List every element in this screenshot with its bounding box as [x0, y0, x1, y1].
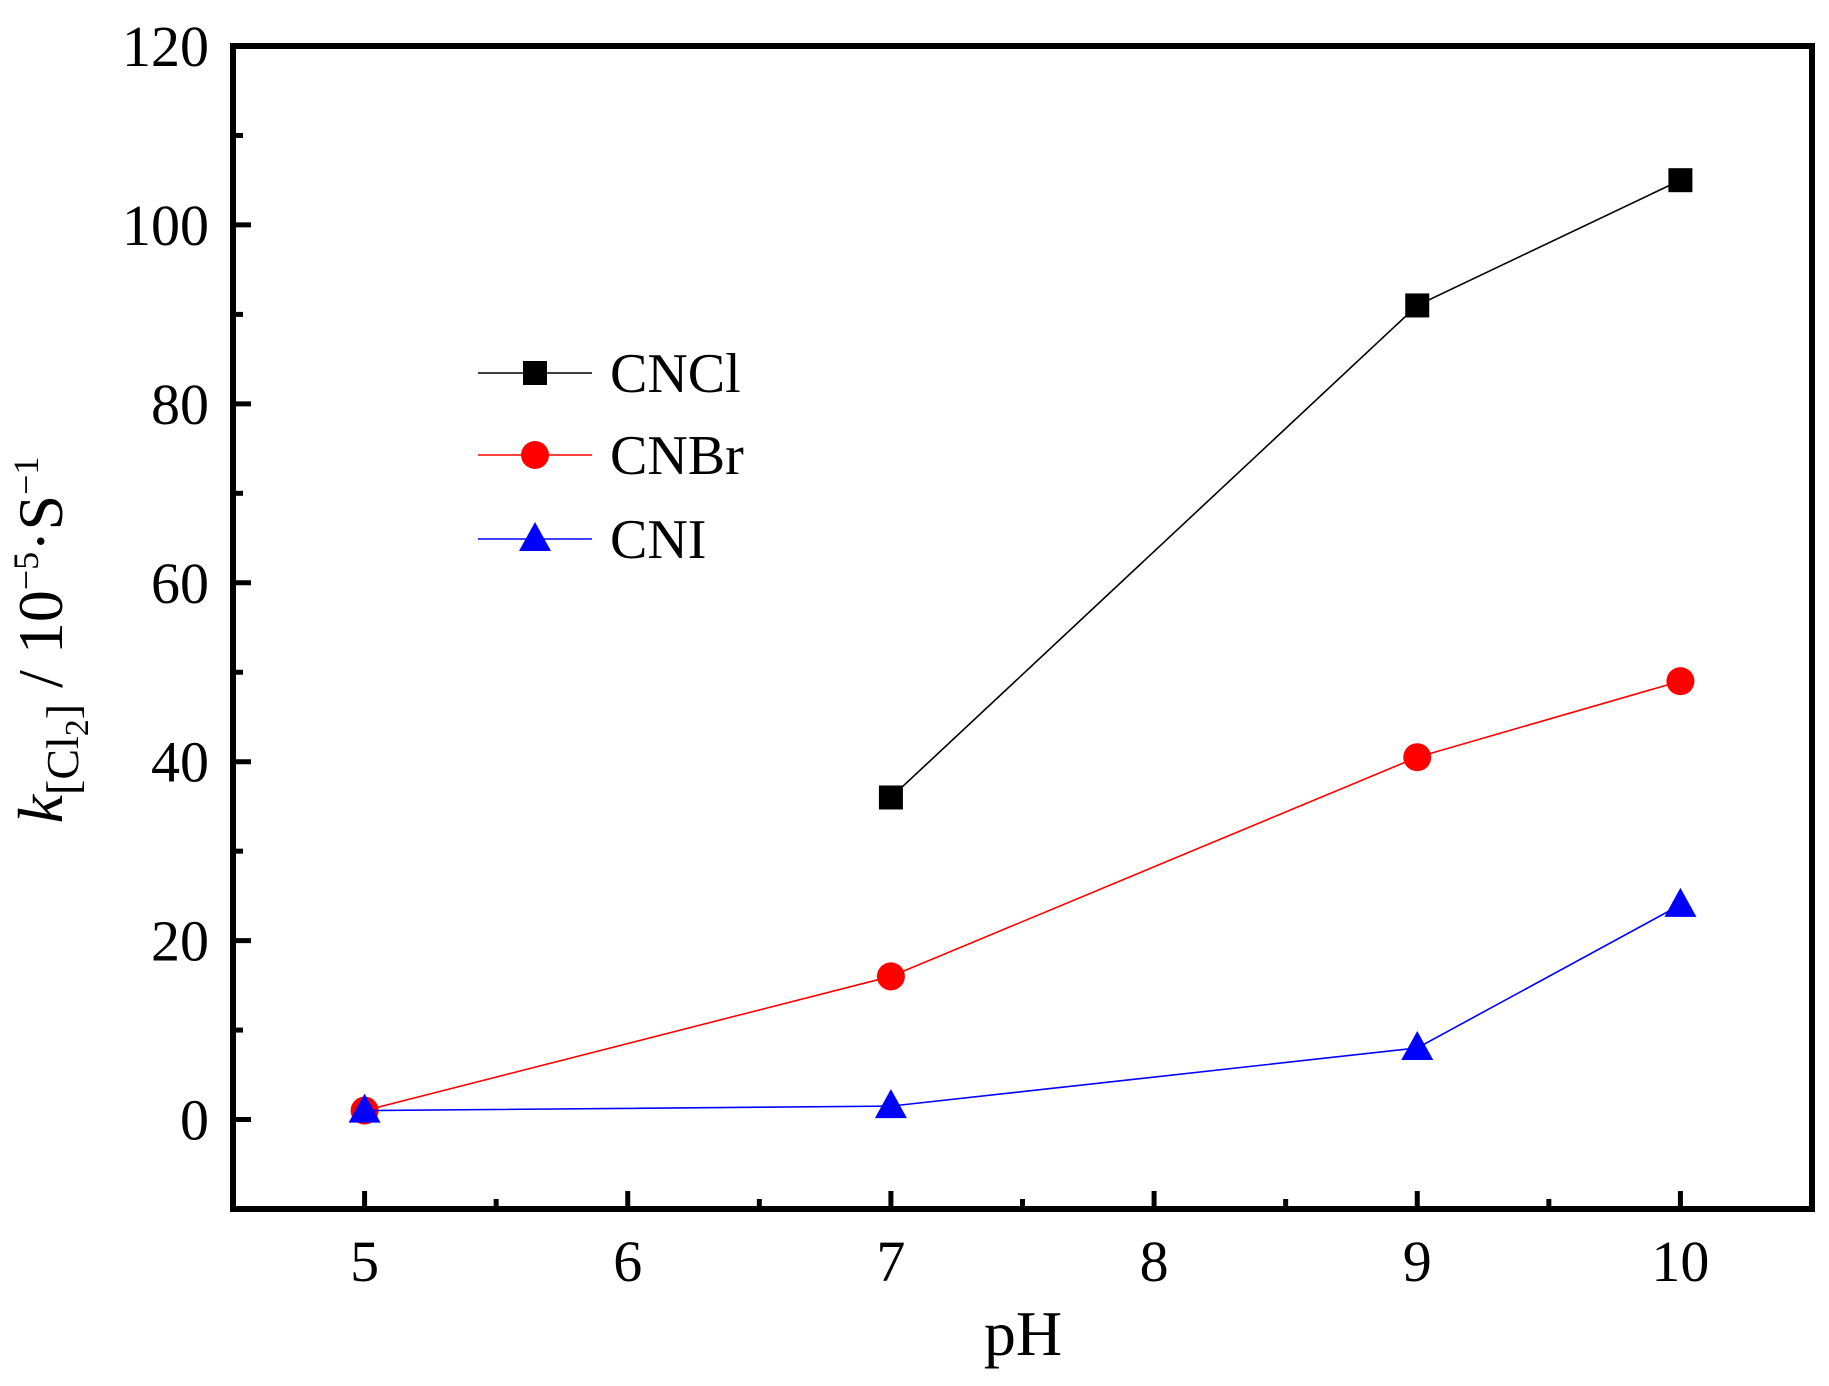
y-tick-label: 100: [122, 193, 209, 258]
data-point-cnbr: [1666, 667, 1695, 696]
x-axis-title: pH: [984, 1298, 1062, 1369]
data-point-cncl: [1405, 293, 1430, 318]
data-point-cncl: [1668, 168, 1693, 193]
y-tick-label: 120: [122, 14, 209, 79]
data-point-cni: [348, 1093, 381, 1123]
legend-label-cnbr: CNBr: [610, 425, 744, 487]
series-line-cncl: [890, 179, 1681, 799]
legend-marker-cnbr: [521, 441, 549, 469]
x-tick-label: 6: [613, 1229, 642, 1294]
x-tick-label: 5: [350, 1229, 379, 1294]
y-axis-title: k[Cl2] / 10−5·S−1: [5, 457, 96, 824]
series-line-cnbr: [364, 680, 1681, 1112]
plot-frame: [230, 43, 1815, 1212]
data-point-cnbr: [876, 962, 905, 991]
x-tick-label: 9: [1403, 1229, 1432, 1294]
data-point-cnbr: [1403, 743, 1432, 772]
legend: CNCl CNBr CNI: [478, 343, 744, 571]
y-tick-label: 80: [151, 372, 209, 437]
y-tick-label: 0: [180, 1088, 209, 1153]
data-point-cncl: [878, 785, 903, 810]
data-point-cni: [1664, 887, 1697, 917]
series-line-cni: [364, 904, 1681, 1112]
legend-label-cni: CNI: [610, 509, 706, 571]
x-tick-label: 8: [1140, 1229, 1169, 1294]
legend-label-cncl: CNCl: [610, 343, 741, 405]
x-tick-label: 7: [876, 1229, 905, 1294]
y-tick-label: 60: [151, 551, 209, 616]
data-point-cni: [874, 1089, 907, 1119]
y-tick-label: 40: [151, 730, 209, 795]
plot-area: [348, 168, 1697, 1125]
y-tick-label: 20: [151, 909, 209, 974]
legend-marker-cncl: [523, 361, 547, 385]
legend-marker-cni: [519, 522, 551, 551]
x-tick-label: 10: [1651, 1229, 1709, 1294]
data-point-cni: [1401, 1030, 1434, 1060]
